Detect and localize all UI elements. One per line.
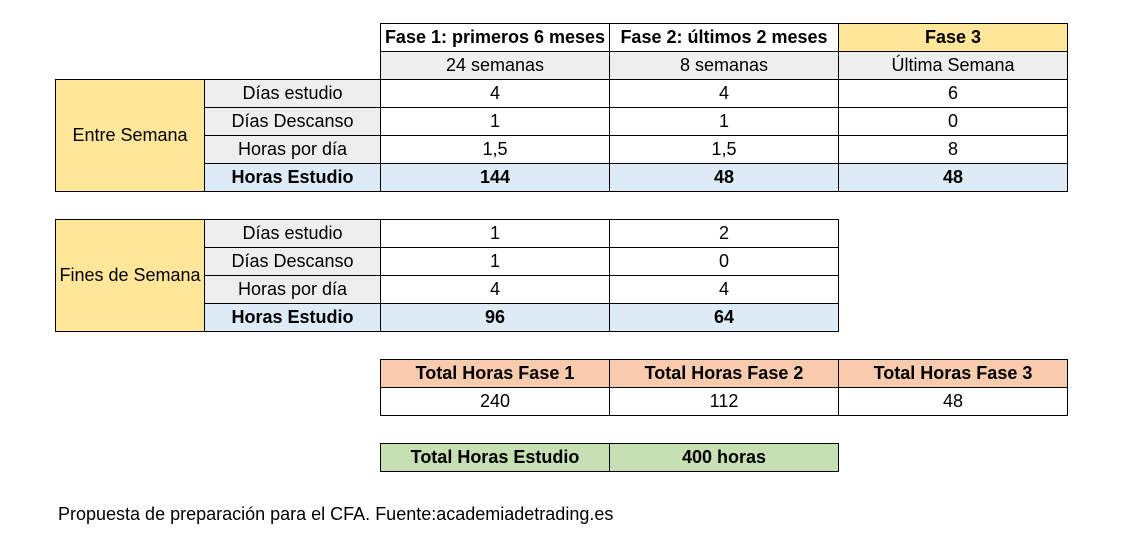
weekends-total-cell: 96 [380,303,610,332]
weekends-cell: 2 [609,219,839,248]
weekdays-total-cell: 48 [609,163,839,192]
grand-total-label: Total Horas Estudio [380,443,610,472]
weekends-cell: 1 [380,247,610,276]
weekdays-group-label: Entre Semana [55,79,205,192]
weekends-row-label: Días Descanso [204,247,381,276]
phase-3-duration: Última Semana [838,51,1068,80]
weekends-group-label: Fines de Semana [55,219,205,332]
weekends-cell: 4 [380,275,610,304]
total-phase-2-header: Total Horas Fase 2 [609,359,839,388]
weekdays-row-label: Días estudio [204,79,381,108]
total-phase-1-header: Total Horas Fase 1 [380,359,610,388]
total-phase-2-value: 112 [609,387,839,416]
weekdays-cell: 1,5 [609,135,839,164]
weekends-cell: 4 [609,275,839,304]
weekdays-cell: 4 [609,79,839,108]
total-phase-1-value: 240 [380,387,610,416]
phase-1-duration: 24 semanas [380,51,610,80]
weekdays-total-cell: 48 [838,163,1068,192]
weekdays-total-cell: 144 [380,163,610,192]
phase-3-header: Fase 3 [838,23,1068,52]
total-phase-3-value: 48 [838,387,1068,416]
weekdays-cell: 6 [838,79,1068,108]
weekdays-cell: 1 [380,107,610,136]
phase-2-duration: 8 semanas [609,51,839,80]
weekdays-cell: 0 [838,107,1068,136]
weekdays-row-label: Días Descanso [204,107,381,136]
phase-1-header: Fase 1: primeros 6 meses [380,23,610,52]
weekdays-cell: 1,5 [380,135,610,164]
weekends-cell: 0 [609,247,839,276]
weekdays-total-label: Horas Estudio [204,163,381,192]
weekdays-row-label: Horas por día [204,135,381,164]
total-phase-3-header: Total Horas Fase 3 [838,359,1068,388]
weekdays-cell: 4 [380,79,610,108]
weekends-row-label: Días estudio [204,219,381,248]
weekends-cell: 1 [380,219,610,248]
source-caption: Propuesta de preparación para el CFA. Fu… [58,504,614,524]
phase-2-header: Fase 2: últimos 2 meses [609,23,839,52]
weekdays-cell: 8 [838,135,1068,164]
weekdays-cell: 1 [609,107,839,136]
weekends-total-cell: 64 [609,303,839,332]
weekends-total-label: Horas Estudio [204,303,381,332]
grand-total-value: 400 horas [609,443,839,472]
weekends-row-label: Horas por día [204,275,381,304]
